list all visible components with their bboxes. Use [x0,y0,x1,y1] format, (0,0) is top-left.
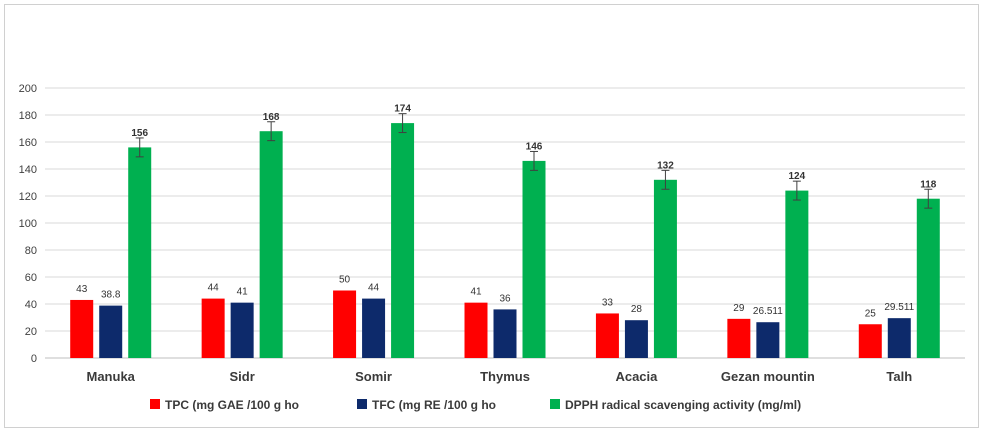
data-label: 36 [499,293,511,304]
bar-dpph [522,160,546,358]
x-category-label: Gezan mountin [721,369,815,384]
data-label: 25 [865,308,877,319]
data-label: 118 [920,179,937,190]
y-tick-label: 200 [19,83,37,95]
bar-tfc [756,322,780,358]
bar-tpc [201,298,225,358]
y-tick-label: 140 [19,164,37,176]
data-label: 44 [208,283,220,294]
x-category-label: Manuka [87,369,136,384]
x-category-label: Sidr [229,369,254,384]
y-tick-label: 0 [31,353,37,365]
bar-dpph [391,123,415,358]
data-label: 146 [526,141,543,152]
legend-label: TFC (mg RE /100 g ho [372,398,496,412]
x-axis-categories: Manuka Sidr Somir Thymus Acacia Gezan mountin… [87,369,913,384]
bar-tpc [333,290,357,358]
bars [70,113,940,358]
bar-tpc [464,302,488,358]
y-tick-label: 160 [19,137,37,149]
bar-dpph [785,190,809,358]
data-label: 41 [237,287,249,298]
bar-tfc [624,320,648,358]
bar-tfc [362,298,386,358]
bar-tfc [230,302,254,358]
data-label: 26.511 [753,306,783,317]
data-label: 38.8 [101,290,121,301]
bar-dpph [259,131,283,358]
data-label: 156 [131,128,148,139]
y-tick-label: 120 [19,191,37,203]
gridlines [45,87,965,359]
data-label: 43 [76,284,88,295]
data-label: 29 [733,303,745,314]
data-label: 44 [368,283,380,294]
bar-tpc [70,299,94,358]
x-category-label: Somir [355,369,392,384]
data-label: 28 [631,304,643,315]
bar-tpc [727,318,751,358]
data-label: 33 [602,297,614,308]
legend: TPC (mg GAE /100 g ho TFC (mg RE /100 g h… [150,398,801,412]
legend-swatch [150,399,160,409]
bar-tpc [858,324,882,358]
y-tick-label: 80 [25,245,37,257]
legend-label: DPPH radical scavenging activity (mg/ml) [565,398,801,412]
data-label: 41 [470,287,482,298]
x-category-label: Acacia [615,369,658,384]
legend-swatch [550,399,560,409]
chart-frame [4,4,979,428]
legend-label: TPC (mg GAE /100 g ho [165,398,299,412]
data-label: 29.511 [884,302,914,313]
bar-tfc [887,318,911,358]
data-label: 50 [339,275,351,286]
y-tick-label: 60 [25,272,37,284]
y-tick-label: 180 [19,110,37,122]
y-axis-ticks: 0 20 40 60 80 100 120 140 160 180 200 [19,83,37,365]
data-label: 132 [657,160,674,171]
data-labels: 43 38.8 156 44 41 168 50 44 174 41 36 146 33 28 132 29 2… [76,104,937,320]
x-category-label: Talh [886,369,912,384]
bar-tpc [595,313,619,358]
data-label: 168 [263,112,280,123]
data-label: 174 [394,104,411,115]
y-tick-label: 20 [25,326,37,338]
x-category-label: Thymus [480,369,530,384]
y-tick-label: 40 [25,299,37,311]
bar-tfc [493,309,517,358]
bar-dpph [653,179,677,358]
bar-tfc [99,305,123,358]
y-tick-label: 100 [19,218,37,230]
legend-swatch [357,399,367,409]
bar-dpph [916,198,940,358]
bar-dpph [128,147,152,358]
data-label: 124 [789,171,806,182]
